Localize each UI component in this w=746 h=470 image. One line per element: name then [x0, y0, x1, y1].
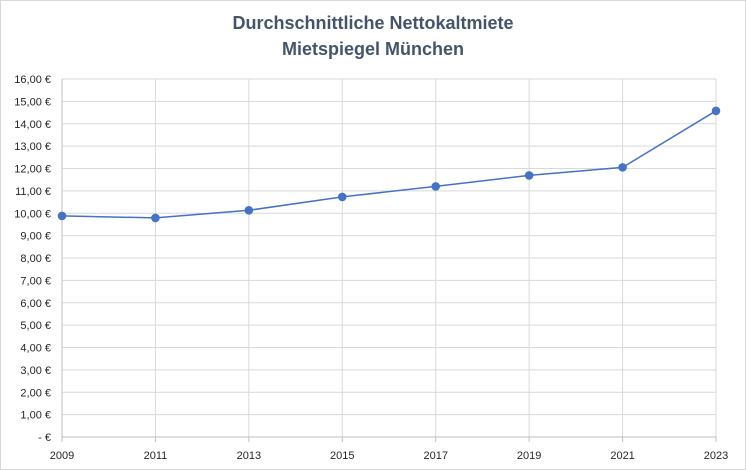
- x-tick-label: 2017: [423, 450, 447, 462]
- data-point: [524, 171, 534, 180]
- y-tick-label: 11,00 €: [15, 186, 51, 198]
- x-tick-label: 2023: [704, 450, 728, 462]
- data-point: [57, 211, 67, 221]
- y-tick-label: 16,00 €: [14, 74, 51, 86]
- y-tick-labels: - € 1,00 € 2,00 € 3,00 € 4,00 € 5,00 € 6,00 € 7…: [14, 74, 51, 444]
- y-tick-label: - €: [38, 432, 51, 444]
- y-tick-label: 3,00 €: [20, 365, 51, 377]
- x-tick-label: 2009: [50, 450, 74, 462]
- y-tick-label: 6,00 €: [20, 298, 51, 310]
- data-point: [431, 182, 441, 191]
- y-tick-label: 5,00 €: [20, 320, 51, 332]
- data-point: [711, 106, 721, 116]
- x-tick-label: 2011: [144, 450, 168, 462]
- x-tick-label: 2013: [237, 450, 261, 462]
- y-tick-label: 2,00 €: [20, 387, 51, 399]
- y-tick-label: 1,00 €: [20, 410, 51, 422]
- y-tick-label: 12,00 €: [14, 164, 51, 176]
- x-tick-label: 2019: [517, 450, 541, 462]
- chart-title-line-1: Durchschnittliche Nettokaltmiete: [232, 13, 514, 33]
- x-tick-label: 2015: [330, 450, 354, 462]
- chart-title-line-2: Mietspiegel München: [281, 39, 465, 59]
- data-point: [151, 213, 160, 223]
- grid-lines: [62, 78, 717, 437]
- x-tick-labels: 2009 2011 2013 2015 2017 2019 2021 2023: [50, 450, 728, 462]
- y-tick-label: 10,00 €: [14, 208, 51, 220]
- data-point: [618, 163, 627, 172]
- data-point: [244, 206, 254, 215]
- y-tick-label: 15,00 €: [14, 96, 51, 108]
- x-tick-label: 2021: [610, 450, 634, 462]
- y-tick-label: 4,00 €: [20, 343, 51, 355]
- series-line: [61, 110, 717, 219]
- y-tick-label: 9,00 €: [20, 231, 51, 243]
- axes: [61, 79, 717, 442]
- data-point: [337, 192, 347, 202]
- y-tick-label: 8,00 €: [20, 253, 51, 265]
- y-tick-label: 7,00 €: [20, 275, 51, 287]
- y-tick-label: 14,00 €: [14, 119, 51, 131]
- y-tick-label: 13,00 €: [14, 141, 51, 153]
- series-layer: [57, 106, 721, 223]
